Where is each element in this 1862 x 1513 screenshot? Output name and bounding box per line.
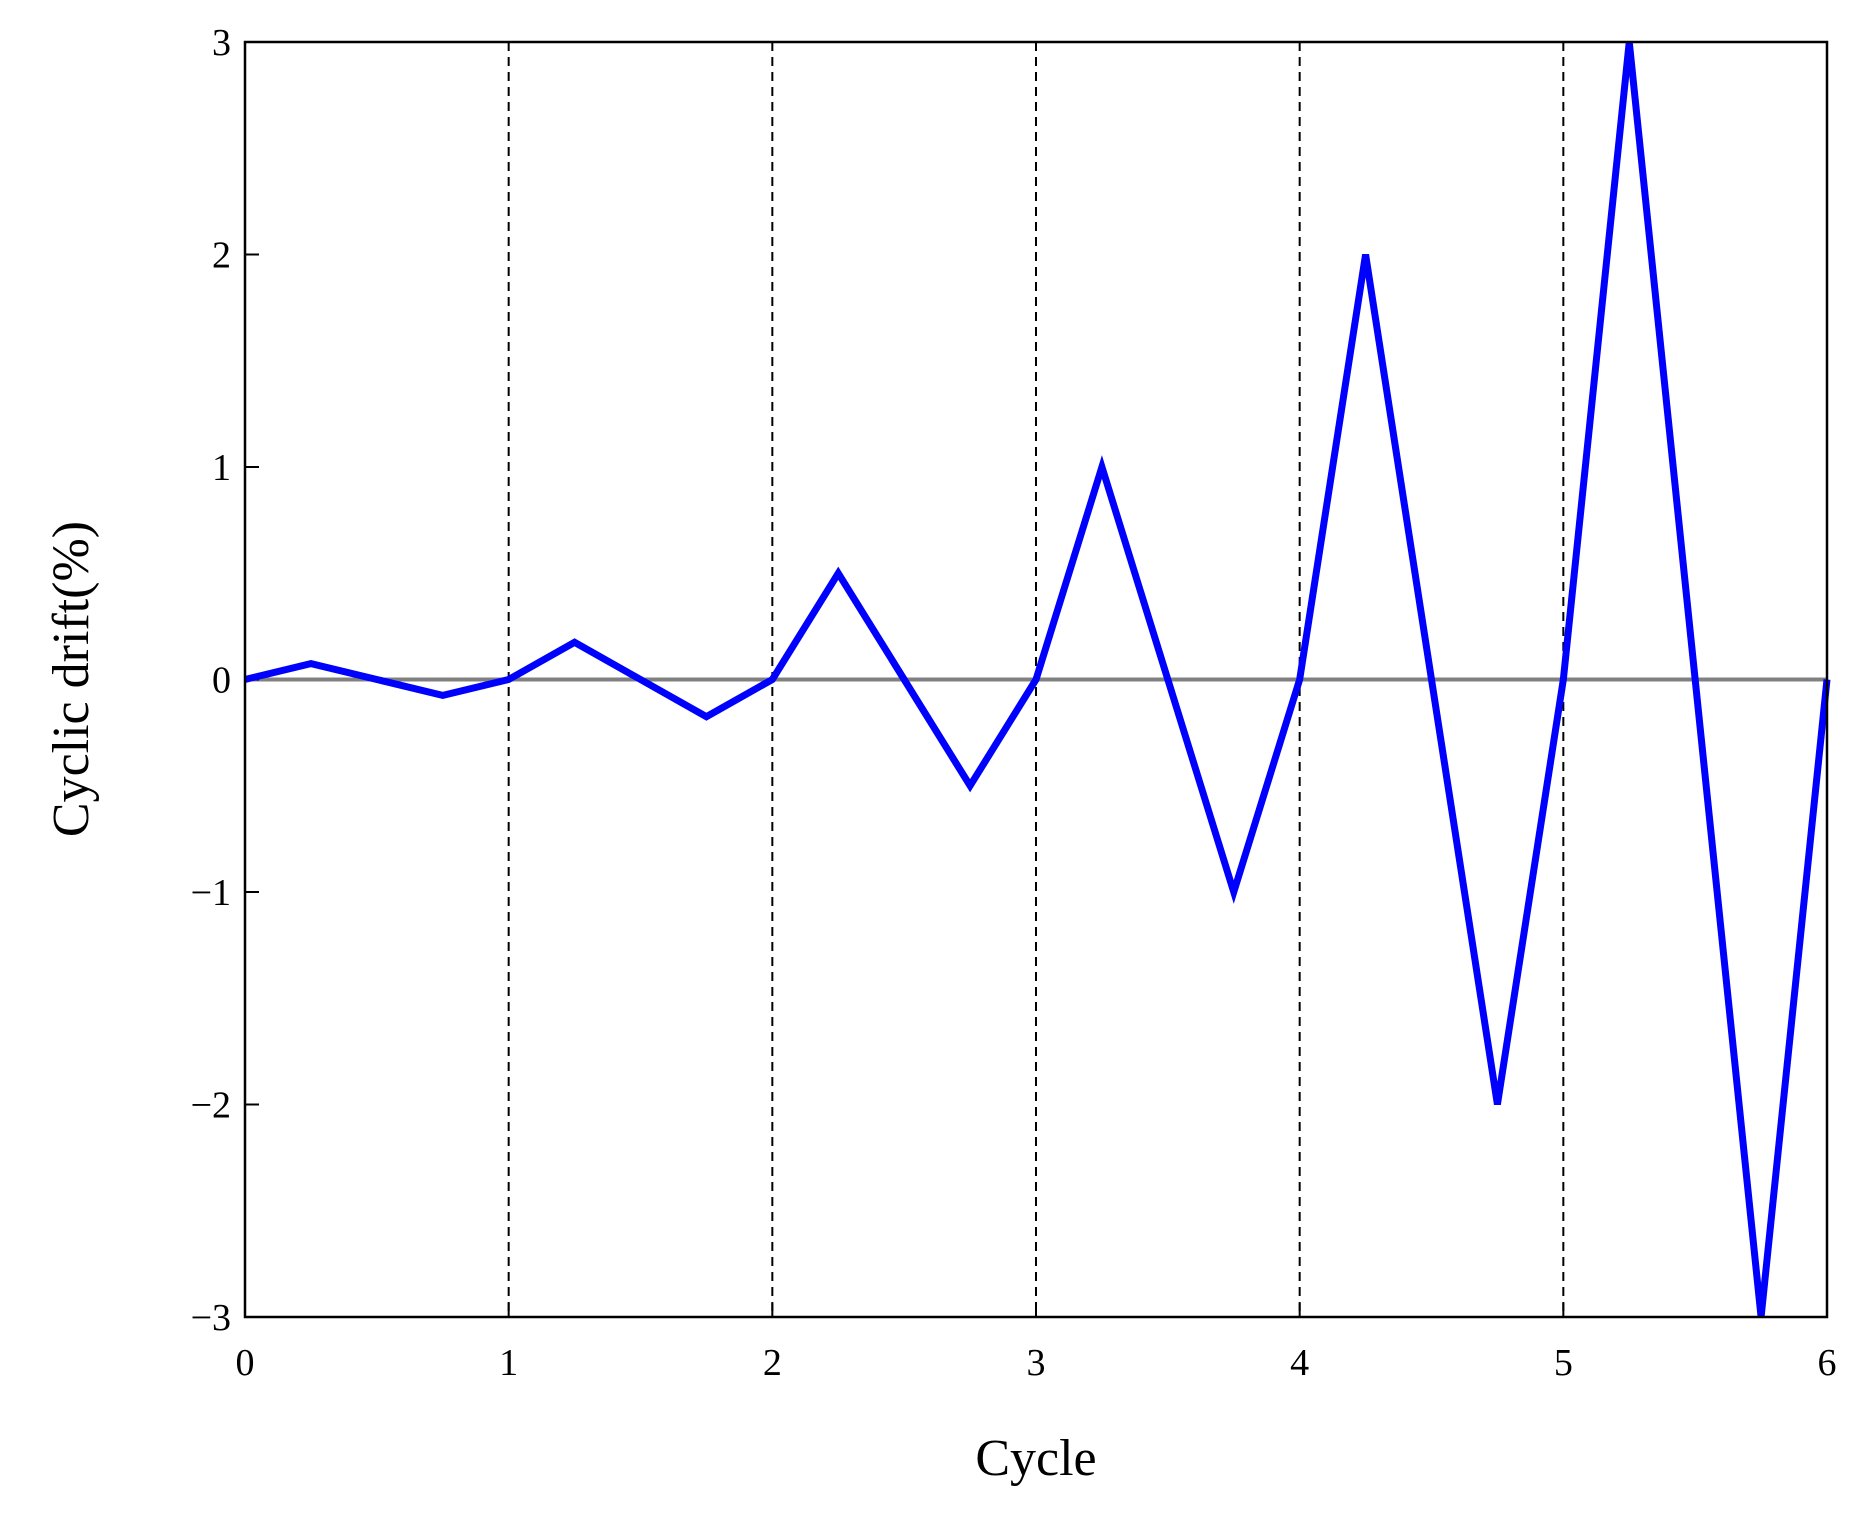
y-tick-label: 1	[212, 447, 231, 489]
x-tick-label: 5	[1554, 1342, 1573, 1384]
y-tick-label: −2	[191, 1085, 231, 1127]
x-tick-label: 1	[499, 1342, 518, 1384]
x-tick-label: 6	[1818, 1342, 1837, 1384]
x-tick-label: 2	[763, 1342, 782, 1384]
data-line	[244, 41, 1831, 1318]
y-tick-label: −3	[191, 1297, 231, 1339]
y-tick-label: −1	[191, 872, 231, 914]
x-tick-label: 3	[1027, 1342, 1046, 1384]
y-tick-label: 0	[212, 660, 231, 702]
y-tick-label: 3	[212, 22, 231, 64]
y-tick-label: 2	[212, 235, 231, 277]
plot-frame	[243, 40, 1829, 1319]
x-tick-label: 4	[1290, 1342, 1309, 1384]
x-tick-label: 0	[236, 1342, 255, 1384]
y-axis-title: Cyclic drift(%)	[43, 521, 100, 837]
x-axis-title: Cycle	[975, 1430, 1096, 1487]
